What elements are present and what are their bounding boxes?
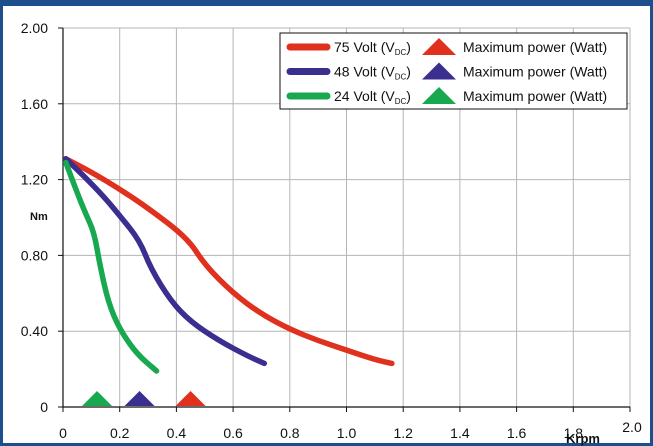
x-tick-label: 0.6: [223, 425, 243, 441]
max-power-marker-24-volt: [82, 391, 113, 406]
legend-label: 75 Volt (VDC): [334, 39, 411, 57]
x-tick-label: 1.2: [393, 425, 413, 441]
series-line-75-volt: [63, 156, 395, 367]
x-axis-unit-label: Krpm: [566, 431, 600, 446]
legend-label: 48 Volt (VDC): [334, 64, 411, 82]
series-line-24-volt: [63, 159, 160, 374]
x-tick-label: 1.0: [337, 425, 357, 441]
y-tick-label: 0.80: [21, 247, 48, 263]
y-tick-label: 1.20: [21, 172, 48, 188]
x-tick-label: 0: [59, 425, 67, 441]
y-tick-label: 1.60: [21, 96, 48, 112]
tick-labels: 0 0.40 0.80 1.20 1.60 2.00 0 0.2 0.4 0.6 0.8 1.0 1.2…: [21, 20, 642, 441]
series-line-48-volt: [63, 156, 268, 367]
legend-marker: [422, 62, 456, 80]
legend-marker-label: Maximum power (Watt): [463, 88, 607, 104]
y-tick-label: 0.40: [21, 323, 48, 339]
x-tick-label: 1.4: [450, 425, 470, 441]
axes: [58, 27, 631, 412]
legend-box: [279, 32, 628, 110]
legend-marker: [422, 87, 456, 104]
legend-marker: [422, 38, 456, 55]
max-power-marker-75-volt: [175, 391, 206, 406]
max-power-marker-48-volt: [124, 391, 155, 406]
x-tick-label: 0.4: [167, 425, 187, 441]
max-power-markers: [82, 391, 206, 406]
legend-marker-label: Maximum power (Watt): [463, 64, 607, 80]
legend-label: 24 Volt (VDC): [334, 88, 411, 106]
x-tick-label: 0.2: [110, 425, 130, 441]
x-tick-label: 1.8: [564, 425, 584, 441]
x-tick-label: 0.8: [280, 425, 300, 441]
x-tick-label: 2.0: [622, 419, 642, 435]
y-tick-label: 0: [40, 399, 48, 415]
y-tick-label: 2.00: [21, 20, 48, 36]
legend-marker-label: Maximum power (Watt): [463, 39, 607, 55]
legend: 75 Volt (VDC) Maximum power (Watt) 48 Volt…: [279, 32, 628, 110]
x-tick-label: 1.6: [507, 425, 527, 441]
y-axis-label: Nm: [30, 211, 48, 223]
series-lines: [63, 156, 395, 374]
